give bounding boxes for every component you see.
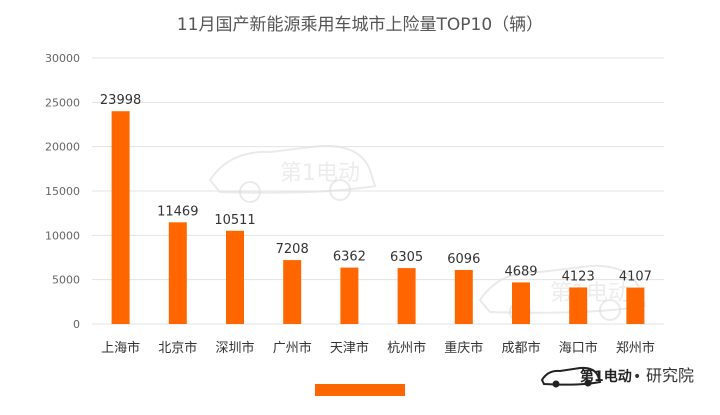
bar bbox=[512, 282, 530, 324]
brand-logo-text: 第1电动 bbox=[580, 368, 632, 385]
data-label: 4107 bbox=[619, 270, 652, 285]
y-tick-label: 30000 bbox=[45, 52, 80, 65]
data-label: 6362 bbox=[333, 250, 366, 265]
x-tick-label: 深圳市 bbox=[215, 340, 254, 356]
data-label: 7208 bbox=[276, 242, 309, 257]
bar bbox=[340, 267, 359, 324]
y-tick-label: 10000 bbox=[45, 229, 80, 242]
watermark-logo-text: 第1电动 bbox=[280, 161, 360, 186]
x-axis: 上海市 北京市 深圳市 广州市 天津市 杭州市 重庆市 成都市 海口市 郑州市 bbox=[101, 340, 655, 356]
bar bbox=[283, 260, 302, 324]
bar bbox=[168, 222, 187, 324]
data-label: 23998 bbox=[100, 93, 141, 108]
y-tick-label: 20000 bbox=[45, 141, 80, 154]
brand-separator-dot: • bbox=[633, 369, 641, 385]
bar bbox=[397, 268, 416, 324]
watermark-layer: 第1电动 第1电动 bbox=[208, 144, 647, 323]
y-axis: 0 5000 10000 15000 20000 25000 30000 bbox=[45, 52, 80, 331]
brand-name: 研究院 bbox=[646, 366, 694, 385]
bar bbox=[569, 287, 588, 324]
watermark-logo-text: 第1电动 bbox=[550, 281, 630, 306]
grid bbox=[92, 57, 664, 325]
scroll-indicator bbox=[315, 384, 405, 396]
data-label: 4689 bbox=[504, 264, 537, 279]
watermark-car-logo: 第1电动 bbox=[478, 264, 647, 323]
x-tick-label: 成都市 bbox=[501, 340, 540, 356]
data-label: 6305 bbox=[390, 250, 423, 265]
y-tick-label: 0 bbox=[73, 318, 80, 331]
data-labels: 23998 11469 10511 7208 6362 6305 6096 4689 4123 4… bbox=[100, 93, 652, 284]
y-tick-label: 25000 bbox=[45, 96, 80, 109]
bar bbox=[226, 230, 244, 324]
bars bbox=[111, 111, 645, 324]
y-tick-label: 5000 bbox=[52, 274, 80, 287]
car-logo-icon bbox=[540, 366, 602, 388]
brand-logo: 第1电动 • 研究院 bbox=[540, 366, 694, 388]
x-tick-label: 郑州市 bbox=[616, 340, 655, 356]
data-label: 6096 bbox=[447, 252, 480, 267]
chart-title: 11月国产新能源乘用车城市上险量TOP10（辆） bbox=[177, 15, 543, 35]
y-tick-label: 15000 bbox=[45, 185, 80, 198]
x-tick-label: 天津市 bbox=[330, 340, 369, 356]
watermark-car-logo: 第1电动 bbox=[208, 144, 377, 203]
x-tick-label: 上海市 bbox=[101, 340, 140, 356]
bar bbox=[111, 111, 130, 324]
bar bbox=[626, 287, 645, 324]
data-label: 10511 bbox=[214, 213, 255, 228]
x-tick-label: 北京市 bbox=[158, 340, 197, 356]
x-tick-label: 海口市 bbox=[559, 340, 598, 356]
x-tick-label: 广州市 bbox=[273, 340, 312, 356]
data-label: 11469 bbox=[157, 204, 198, 219]
data-label: 4123 bbox=[562, 269, 595, 284]
bar bbox=[454, 269, 473, 324]
x-tick-label: 杭州市 bbox=[387, 340, 426, 356]
x-tick-label: 重庆市 bbox=[444, 340, 483, 356]
